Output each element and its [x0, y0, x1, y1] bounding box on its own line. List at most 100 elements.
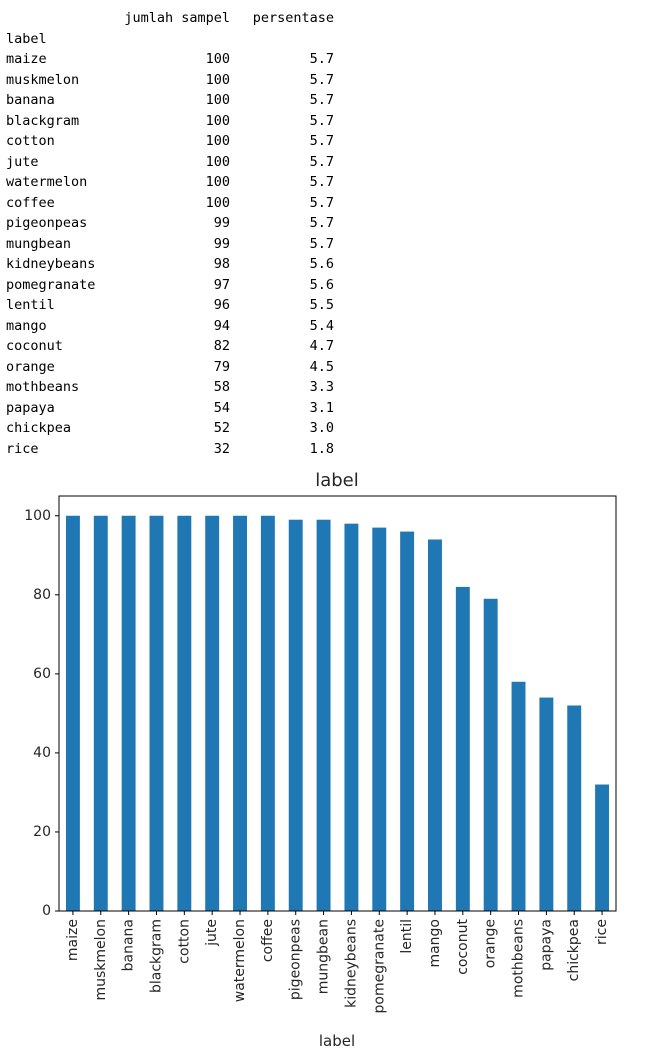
- bar-muskmelon: [93, 515, 108, 911]
- table-row: jute 100 5.7: [6, 152, 334, 173]
- row-jumlah-sampel: 97: [213, 276, 230, 293]
- x-tick-label: kidneybeans: [343, 919, 359, 1008]
- row-persentase: 5.7: [309, 92, 334, 108]
- x-tick-label: coffee: [260, 919, 276, 962]
- bar-papaya: [539, 697, 554, 911]
- row-label: mungbean: [6, 235, 72, 252]
- row-jumlah-sampel: 79: [213, 358, 230, 375]
- row-jumlah-sampel: 54: [213, 399, 230, 416]
- table-row: papaya 54 3.1: [6, 398, 334, 419]
- x-tick-label: jute: [204, 919, 220, 947]
- bar-blackgram: [149, 515, 164, 911]
- row-persentase: 5.7: [309, 235, 334, 252]
- row-persentase: 1.8: [309, 440, 334, 457]
- row-persentase: 5.7: [309, 215, 334, 231]
- plot-frame: [58, 495, 617, 912]
- row-jumlah-sampel: 100: [205, 92, 230, 108]
- row-persentase: 5.7: [309, 112, 334, 129]
- row-label: maize: [6, 51, 47, 67]
- bar-cotton: [177, 515, 192, 911]
- x-tick-label: muskmelon: [93, 919, 109, 1001]
- table-row: coffee 100 5.7: [6, 193, 334, 214]
- row-label: coffee: [6, 194, 55, 211]
- bar-mango: [428, 539, 442, 911]
- table-row: orange 79 4.5: [6, 357, 334, 378]
- row-persentase: 3.0: [309, 420, 334, 436]
- bar-maize: [65, 515, 80, 911]
- bar-chickpea: [567, 705, 582, 911]
- bar-kidneybeans: [344, 523, 359, 911]
- table-row: kidneybeans 98 5.6: [6, 254, 334, 275]
- bar-pomegranate: [372, 527, 387, 911]
- row-jumlah-sampel: 99: [213, 235, 230, 252]
- table-row: watermelon 100 5.7: [6, 172, 334, 193]
- table-row: muskmelon 100 5.7: [6, 70, 334, 91]
- x-tick-label: maize: [65, 919, 81, 961]
- table-row: chickpea 52 3.0: [6, 418, 334, 439]
- x-tick-label: mothbeans: [511, 919, 527, 998]
- x-tick-label: watermelon: [232, 919, 248, 1002]
- bar-mungbean: [316, 519, 331, 911]
- row-jumlah-sampel: 100: [205, 174, 230, 190]
- table-row: pomegranate 97 5.6: [6, 275, 334, 296]
- x-tick-label: mungbean: [316, 919, 332, 994]
- row-persentase: 5.7: [309, 71, 334, 88]
- dataframe-table: jumlah sampel persentase label maize 100 5…: [6, 8, 334, 459]
- row-jumlah-sampel: 52: [213, 420, 230, 436]
- column-header-persentase: persentase: [252, 10, 334, 26]
- row-label: coconut: [6, 338, 63, 354]
- x-tick-label: rice: [594, 919, 610, 945]
- row-label: watermelon: [6, 174, 88, 190]
- table-row: coconut 82 4.7: [6, 336, 334, 357]
- row-persentase: 5.4: [309, 317, 334, 334]
- row-jumlah-sampel: 32: [213, 440, 230, 457]
- row-jumlah-sampel: 100: [205, 71, 230, 88]
- row-jumlah-sampel: 58: [213, 379, 230, 395]
- bar-lentil: [400, 531, 415, 911]
- row-label: muskmelon: [6, 71, 80, 88]
- x-tick-label: papaya: [538, 919, 554, 971]
- row-persentase: 5.7: [309, 174, 334, 190]
- row-jumlah-sampel: 100: [205, 112, 230, 129]
- x-tick-label: mango: [427, 919, 443, 968]
- table-index-name-row: label: [6, 29, 334, 50]
- chart-title: label: [315, 470, 359, 491]
- row-label: cotton: [6, 133, 55, 149]
- row-label: papaya: [6, 399, 55, 416]
- column-header-jumlah-sampel: jumlah sampel: [124, 10, 230, 26]
- x-tick-label: cotton: [176, 919, 192, 964]
- bar-watermelon: [233, 515, 247, 911]
- row-label: pomegranate: [6, 276, 96, 293]
- row-persentase: 5.7: [309, 51, 334, 67]
- y-tick-label: 100: [24, 508, 51, 524]
- x-tick-label: pomegranate: [371, 919, 387, 1013]
- x-tick-label: blackgram: [148, 919, 164, 993]
- y-tick-label: 0: [42, 903, 51, 919]
- row-label: orange: [6, 358, 55, 375]
- row-label: mothbeans: [6, 379, 80, 395]
- bar-jute: [205, 515, 220, 911]
- row-persentase: 4.7: [309, 338, 334, 354]
- row-label: rice: [6, 440, 39, 457]
- row-jumlah-sampel: 99: [213, 215, 230, 231]
- row-label: kidneybeans: [6, 256, 96, 272]
- row-persentase: 4.5: [309, 358, 334, 375]
- row-persentase: 3.3: [309, 379, 334, 395]
- table-row: banana 100 5.7: [6, 90, 334, 111]
- x-tick-label: chickpea: [566, 919, 582, 981]
- x-axis-label: label: [319, 1032, 355, 1050]
- row-label: lentil: [6, 297, 55, 313]
- y-tick-label: 20: [33, 824, 51, 840]
- row-label: banana: [6, 92, 55, 108]
- row-persentase: 5.5: [309, 297, 334, 313]
- table-row: lentil 96 5.5: [6, 295, 334, 316]
- bar-orange: [483, 598, 498, 911]
- bar-mothbeans: [511, 681, 526, 911]
- table-row: pigeonpeas 99 5.7: [6, 213, 334, 234]
- x-axis: maize muskmelon banana blackgram cotton jute w…: [65, 911, 610, 1013]
- bars-group: [65, 515, 610, 911]
- row-persentase: 3.1: [309, 399, 334, 416]
- bar-banana: [121, 515, 136, 911]
- row-jumlah-sampel: 94: [213, 317, 230, 334]
- row-label: blackgram: [6, 112, 80, 129]
